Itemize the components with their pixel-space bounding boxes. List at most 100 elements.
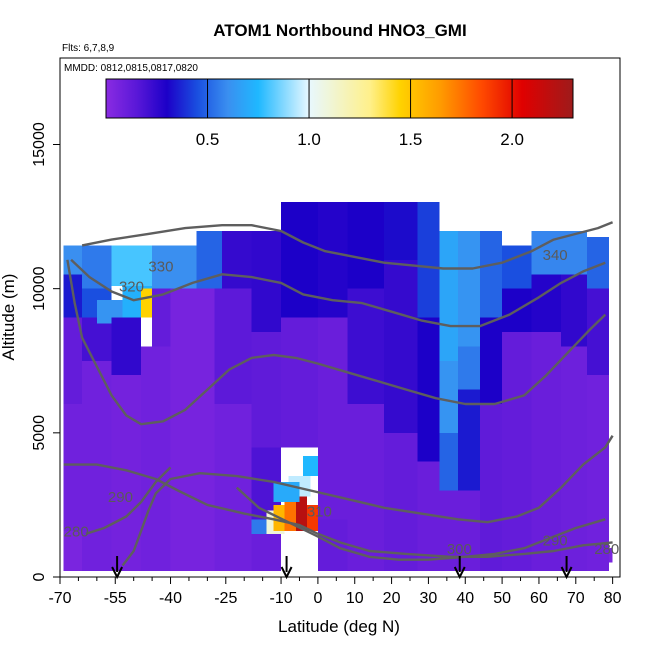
isentrope-contours [63,221,614,567]
heatmap-cell [417,317,440,462]
contour-line [81,221,614,270]
chart-title: ATOM1 Northbound HNO3_GMI [213,21,466,40]
heatmap-cell [457,231,480,347]
x-tick-label: -10 [269,590,292,607]
y-axis-label: Altitude (m) [0,274,18,361]
y-axis: 0 5000 10000 15000 [31,122,60,581]
heatmap-cell [561,346,587,572]
x-tick-label: 80 [604,590,622,607]
contour-line [121,435,614,567]
x-tick-label: 10 [346,590,364,607]
x-tick-label: 30 [420,590,438,607]
heatmap-cell [214,404,252,572]
heatmap-cell [347,404,385,572]
contour-line [85,466,172,535]
y-tick-label: 5000 [31,415,48,451]
heatmap-cell [347,202,385,289]
heatmap-cell [347,288,385,404]
x-axis-label: Latitude (deg N) [278,617,400,636]
heatmap-cell [586,288,609,376]
x-tick-label: -55 [104,590,127,607]
heatmap-cell [63,245,83,275]
heatmap-cell [384,432,418,572]
x-tick-label: -40 [159,590,182,607]
heatmap-cells [63,202,613,572]
x-tick-label: 70 [567,590,585,607]
contour-label: 280 [64,524,89,541]
x-axis: -70 -55 -40 -25 -10 0 10 20 30 40 50 60 70 80 [48,577,622,607]
heatmap-cell [502,331,532,572]
heatmap-cell [281,202,318,318]
contour-label: 330 [148,258,173,275]
contour-label: 300 [447,541,472,558]
flights-caption: Flts: 6,7,8,9 [62,43,115,54]
contour-label: 310 [307,503,332,520]
contour-label: 340 [543,247,568,264]
x-tick-label: 50 [493,590,511,607]
heatmap-cell [457,346,480,390]
y-tick-label: 15000 [31,122,48,167]
contour-label: 320 [119,279,144,296]
colorbar-ticks: 0.5 1.0 1.5 2.0 [196,79,524,149]
heatmap-cell [439,490,458,572]
heatmap-cell [214,288,252,404]
heatmap-cell [141,288,153,318]
colorbar-gradient [105,78,574,119]
heatmap-cell [531,274,562,332]
colorbar-tick-label: 2.0 [500,130,524,149]
contour-line [66,259,607,426]
plot-frame [59,57,621,578]
heatmap-cell [384,202,418,260]
heatmap-cell [222,231,252,289]
heatmap-cell [457,389,480,491]
x-tick-label: 20 [383,590,401,607]
heatmap-cell [417,461,440,572]
heatmap-cell [306,504,318,531]
heatmap-cell [170,288,215,572]
heatmap-cell [152,245,197,289]
heatmap-cell [281,317,318,448]
contour-label: 280 [594,541,619,558]
heatmap-cell [284,502,296,531]
heatmap-cell [608,548,613,563]
contour-line [70,258,606,328]
colorbar: 0.5 1.0 1.5 2.0 [105,78,574,149]
heatmap-cell [251,331,282,448]
heatmap-cell [63,530,83,572]
y-tick-label: 0 [31,572,48,581]
heatmap-cell [457,490,480,572]
heatmap-cell [317,317,348,520]
colorbar-tick-label: 1.0 [297,130,321,149]
heatmap-cell [480,404,503,572]
y-tick-label: 10000 [31,266,48,311]
x-tick-label: 60 [530,590,548,607]
heatmap-cell [63,404,83,531]
heatmap-cell [439,231,458,361]
x-tick-label: -70 [48,590,71,607]
heatmap-cell [439,360,458,433]
colorbar-tick-label: 1.5 [399,130,423,149]
heatmap-cell [480,317,503,404]
heatmap-cell [303,455,322,477]
heatmap-cell [561,231,587,275]
contour-line [235,486,606,561]
heatmap-cell [480,231,503,318]
heatmap-cell [141,346,171,572]
heatmap-cell [384,259,418,433]
heatmap-cell [586,236,609,289]
heatmap-cell [111,317,142,376]
x-tick-label: 40 [456,590,474,607]
heatmap-cell [561,274,587,347]
x-tick-label: 0 [313,590,322,607]
mmdd-caption: MMDD: 0812,0815,0817,0820 [64,63,198,74]
colorbar-tick-label: 0.5 [196,130,220,149]
heatmap-cell [152,288,171,347]
heatmap-cell [531,331,562,572]
heatmap-cell [295,496,307,531]
heatmap-cell [82,317,112,361]
heatmap-cell [439,432,458,491]
heatmap-cell [417,202,440,318]
contour-line [63,463,613,558]
